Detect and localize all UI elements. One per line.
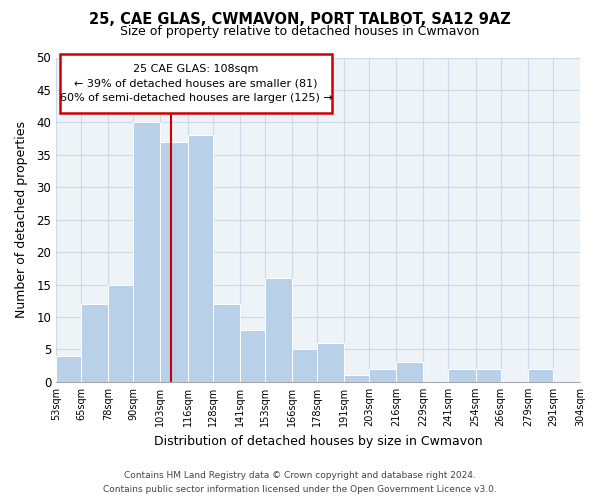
- Bar: [108, 284, 133, 382]
- Bar: [397, 362, 424, 382]
- Bar: [476, 369, 500, 382]
- Text: 25, CAE GLAS, CWMAVON, PORT TALBOT, SA12 9AZ: 25, CAE GLAS, CWMAVON, PORT TALBOT, SA12…: [89, 12, 511, 28]
- Text: 25 CAE GLAS: 108sqm
← 39% of detached houses are smaller (81)
60% of semi-detach: 25 CAE GLAS: 108sqm ← 39% of detached ho…: [59, 64, 332, 104]
- Bar: [212, 304, 240, 382]
- Bar: [344, 376, 369, 382]
- Bar: [240, 330, 265, 382]
- Bar: [580, 376, 600, 382]
- X-axis label: Distribution of detached houses by size in Cwmavon: Distribution of detached houses by size …: [154, 434, 482, 448]
- Bar: [369, 369, 397, 382]
- Bar: [81, 304, 108, 382]
- Y-axis label: Number of detached properties: Number of detached properties: [15, 121, 28, 318]
- Bar: [448, 369, 476, 382]
- Text: Size of property relative to detached houses in Cwmavon: Size of property relative to detached ho…: [121, 25, 479, 38]
- Bar: [133, 122, 160, 382]
- Bar: [56, 356, 81, 382]
- FancyBboxPatch shape: [60, 54, 332, 112]
- Bar: [292, 350, 317, 382]
- Bar: [265, 278, 292, 382]
- Bar: [528, 369, 553, 382]
- Bar: [160, 142, 188, 382]
- Bar: [317, 343, 344, 382]
- Bar: [188, 136, 212, 382]
- Text: Contains HM Land Registry data © Crown copyright and database right 2024.
Contai: Contains HM Land Registry data © Crown c…: [103, 472, 497, 494]
